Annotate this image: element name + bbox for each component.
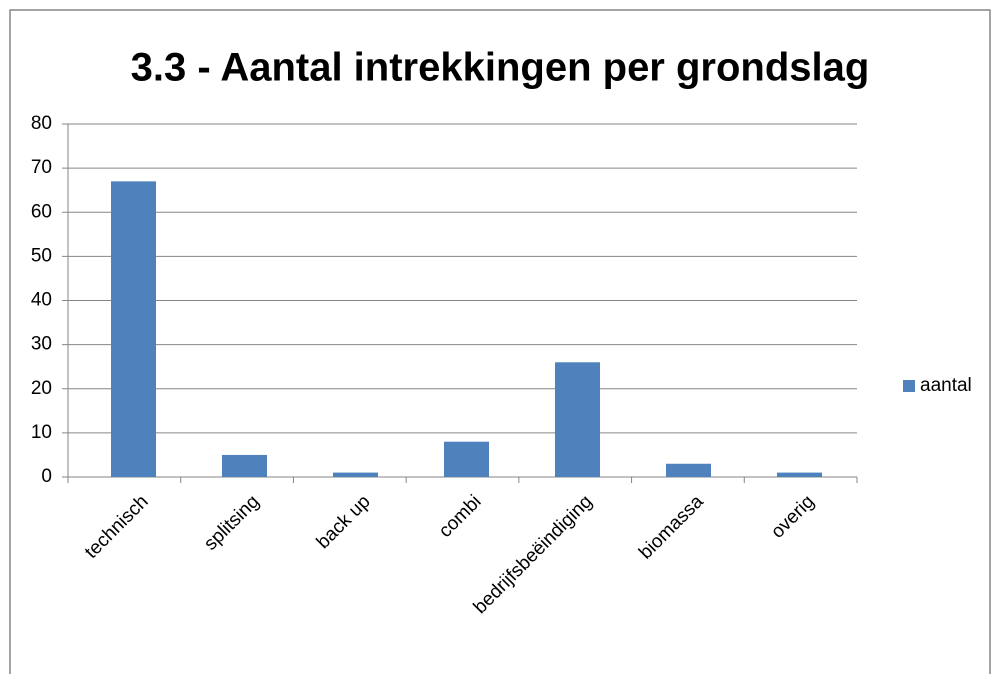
y-tick-label: 10 <box>31 422 52 443</box>
legend-label: aantal <box>920 375 972 396</box>
chart-frame <box>9 9 991 674</box>
bar <box>444 441 489 477</box>
y-tick-label: 60 <box>31 201 52 222</box>
bar <box>111 181 156 478</box>
y-tick-label: 0 <box>41 466 52 487</box>
bar <box>555 362 600 477</box>
y-tick-label: 80 <box>31 113 52 134</box>
y-tick-label: 70 <box>31 157 52 178</box>
y-tick-label: 30 <box>31 334 52 355</box>
y-tick-label: 40 <box>31 290 52 311</box>
bar <box>666 463 711 477</box>
bar <box>333 472 378 477</box>
y-tick-label: 20 <box>31 378 52 399</box>
legend-swatch <box>903 380 915 392</box>
y-tick-label: 50 <box>31 245 52 266</box>
bar <box>222 454 267 477</box>
bar <box>777 472 822 477</box>
chart-title: 3.3 - Aantal intrekkingen per grondslag <box>131 46 870 90</box>
